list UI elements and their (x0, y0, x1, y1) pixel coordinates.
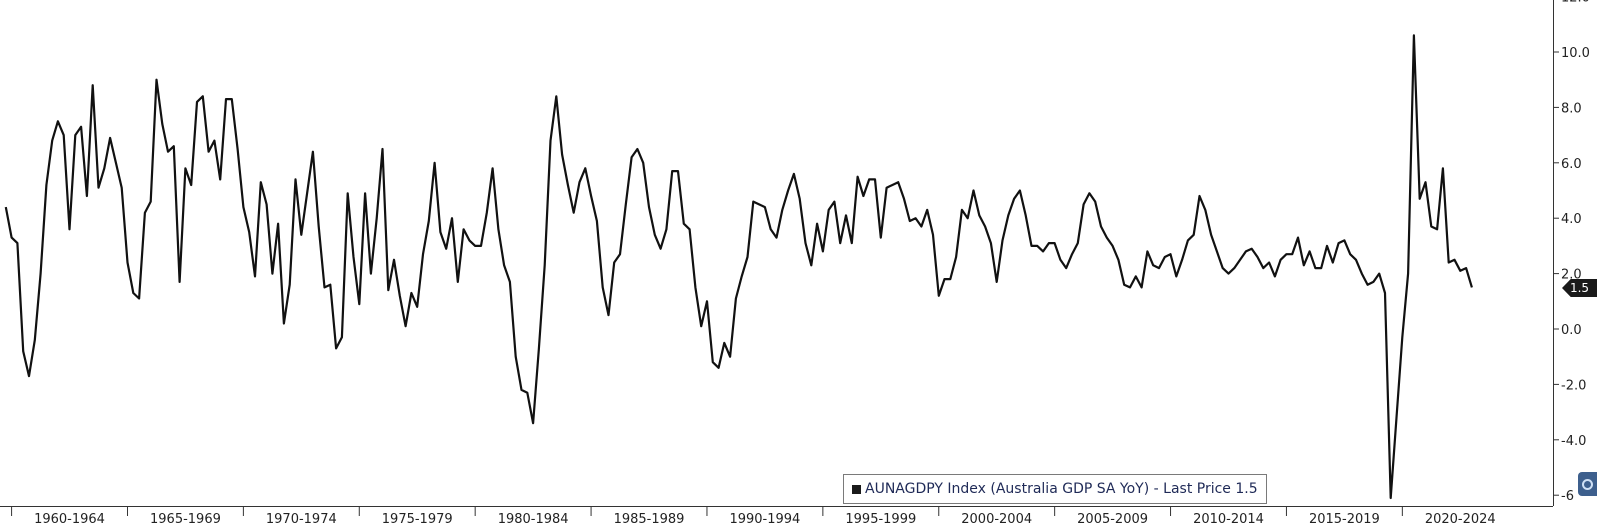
y-axis-ticks: -6 -4.0 -2.0 0.0 2.0 4.0 6.0 8.0 10.0 12.0 (1553, 0, 1590, 504)
x-tick-label: 1990-1994 (729, 512, 800, 526)
last-price-value: 1.5 (1569, 281, 1590, 295)
x-tick-label: 1960-1964 (34, 512, 105, 526)
x-tick-label: 1980-1984 (498, 512, 569, 526)
x-tick-label: 2010-2014 (1193, 512, 1264, 526)
chart-options-button[interactable] (1578, 472, 1597, 496)
y-tick-label: -6 (1561, 489, 1574, 504)
x-tick-label: 2015-2019 (1309, 512, 1380, 526)
y-tick-label: 12.0 (1561, 0, 1590, 6)
x-tick-label: 1975-1979 (382, 512, 453, 526)
x-tick-label: 2000-2004 (961, 512, 1032, 526)
x-tick-label: 1970-1974 (266, 512, 337, 526)
y-tick-label: 4.0 (1561, 212, 1582, 227)
legend: AUNAGDPY Index (Australia GDP SA YoY) - … (843, 474, 1267, 504)
last-price-flag: 1.5 (1562, 279, 1597, 297)
x-tick-label: 2020-2024 (1425, 512, 1496, 526)
x-axis-ticks: 1960-1964 1965-1969 1970-1974 1975-1979 1980… (11, 506, 1496, 526)
circle-icon (1582, 478, 1593, 490)
y-tick-label: 0.0 (1561, 323, 1582, 338)
y-tick-label: 6.0 (1561, 157, 1582, 172)
y-tick-label: 10.0 (1561, 46, 1590, 61)
y-tick-label: 2.0 (1561, 268, 1582, 283)
legend-swatch (852, 484, 861, 494)
series-line (4, 34, 1473, 500)
x-tick-label: 1995-1999 (845, 512, 916, 526)
x-tick-label: 1965-1969 (150, 512, 221, 526)
x-tick-label: 1985-1989 (614, 512, 685, 526)
x-tick-label: 2005-2009 (1077, 512, 1148, 526)
y-tick-label: -2.0 (1561, 378, 1586, 393)
legend-text: AUNAGDPY Index (Australia GDP SA YoY) - … (865, 481, 1258, 497)
y-tick-label: 8.0 (1561, 101, 1582, 116)
y-tick-label: -4.0 (1561, 434, 1586, 449)
